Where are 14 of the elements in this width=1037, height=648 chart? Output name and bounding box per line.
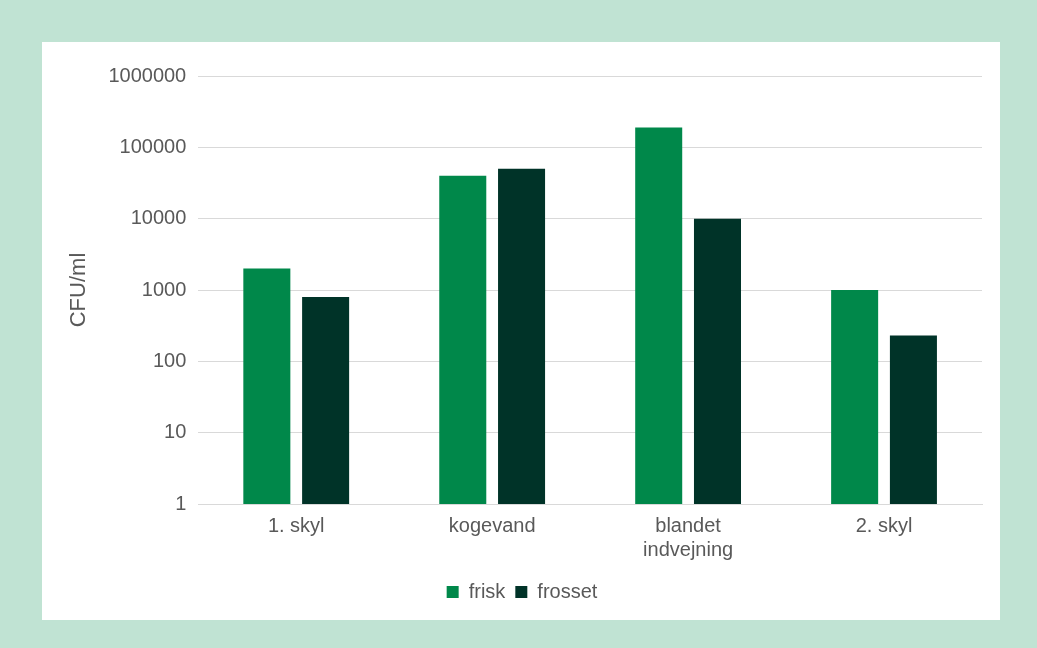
y-tick-label: 1000 <box>141 277 187 300</box>
x-tick-label: kogevand <box>448 513 536 536</box>
legend-label: frosset <box>537 579 598 602</box>
y-axis-title: CFU/ml <box>65 252 91 328</box>
y-tick-label: 10000 <box>130 206 187 229</box>
y-tick-label: 100 <box>152 348 187 371</box>
y-tick-label: 10 <box>164 420 187 443</box>
x-tick-label: 2. skyl <box>855 513 913 536</box>
legend-label: frisk <box>468 579 507 602</box>
y-tick-label: 100000 <box>119 134 187 157</box>
y-tick-label: 1000000 <box>108 63 187 86</box>
x-tick-label: 1. skyl <box>267 513 325 536</box>
y-tick-label: 1 <box>175 491 187 514</box>
x-tick-label: blandet indvejning <box>643 513 734 560</box>
